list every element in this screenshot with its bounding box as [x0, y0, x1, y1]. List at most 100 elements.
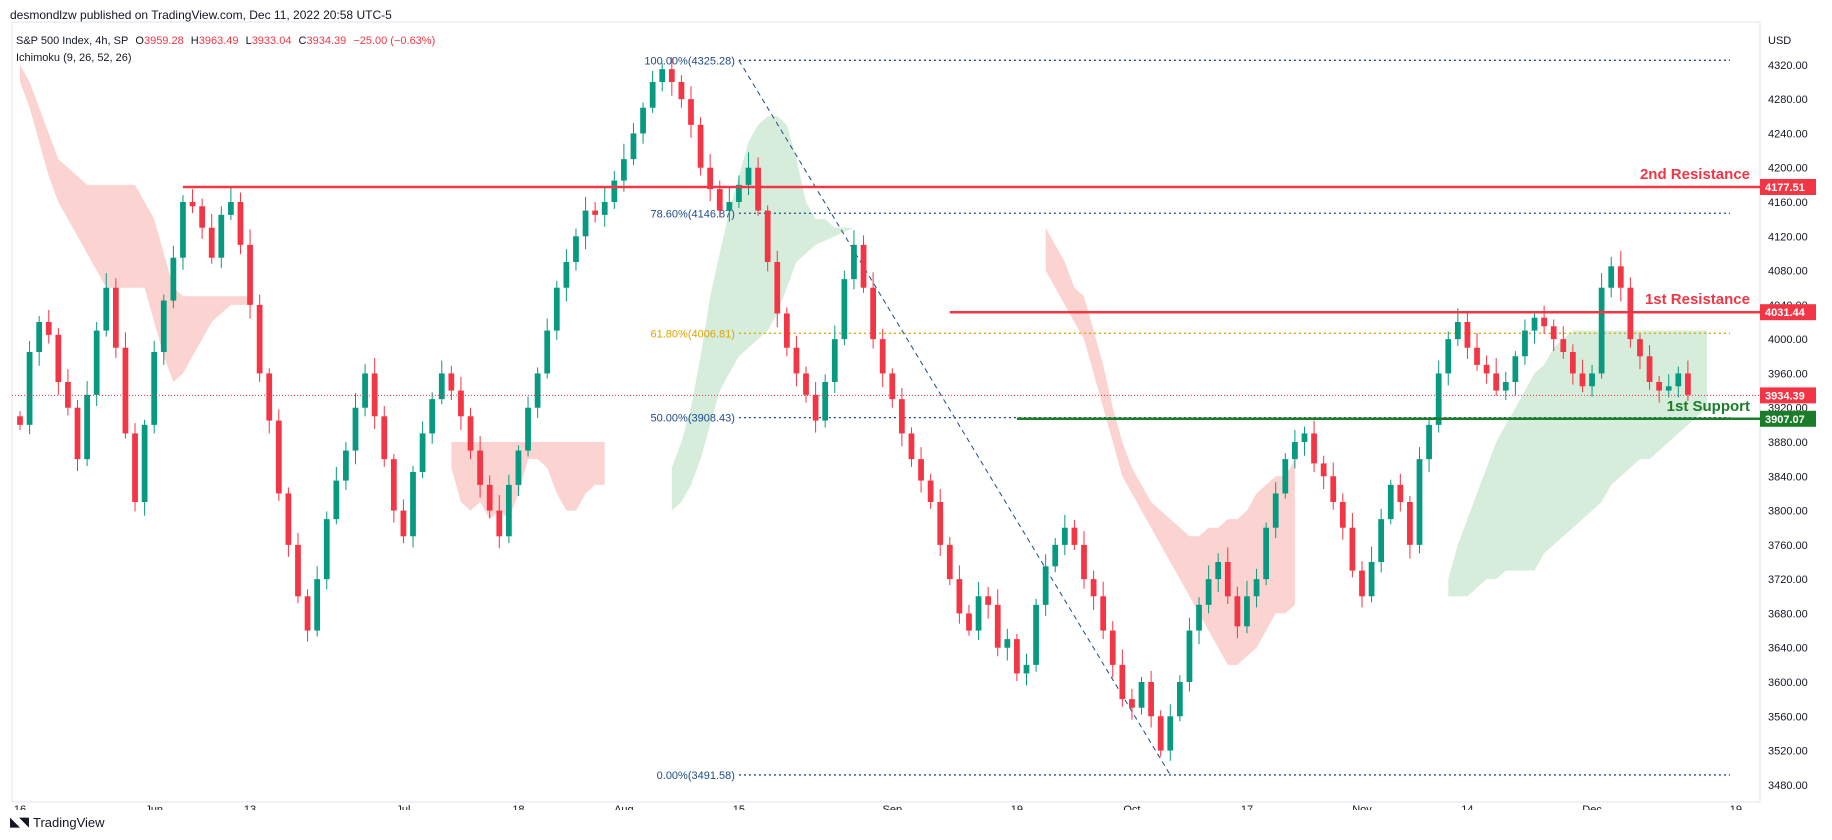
candle-body	[1263, 527, 1270, 580]
candle-body	[1129, 699, 1135, 708]
x-tick-label: Aug	[614, 804, 634, 810]
candle-body	[141, 424, 148, 502]
candle-body	[438, 373, 445, 400]
candle	[1167, 704, 1174, 761]
candle-body	[199, 206, 206, 228]
candle-body	[1541, 317, 1547, 327]
candle-body	[726, 202, 733, 211]
candle-body	[1550, 326, 1557, 340]
y-tick-label: 4080.00	[1768, 266, 1808, 278]
candle	[774, 250, 781, 328]
candle	[1464, 313, 1471, 359]
candle	[1023, 653, 1030, 686]
candle	[1272, 482, 1279, 538]
candle-body	[103, 287, 110, 331]
candle	[295, 532, 301, 604]
candle	[285, 487, 292, 557]
candle-body	[764, 210, 771, 262]
plot-border	[11, 21, 1761, 803]
candle	[1234, 586, 1241, 639]
fibonacci-retracement: 100.00%(4325.28) 78.60%(4146.87) 61.80%(40…	[644, 55, 1730, 782]
last-price-tag	[1760, 387, 1816, 404]
candle-body	[1023, 664, 1030, 674]
level-price-tag-label: 4031.44	[1765, 307, 1806, 319]
candle-body	[946, 544, 953, 580]
y-tick-label: 4000.00	[1768, 334, 1808, 346]
candle-body	[1167, 716, 1174, 751]
bullish-cloud	[1448, 330, 1708, 597]
candle	[1416, 447, 1423, 554]
candle	[84, 381, 90, 466]
price-axis[interactable]: USD 3480.00 3520.00 3560.00 3600.00 3640.00 36…	[1760, 35, 1816, 792]
candle	[870, 272, 876, 349]
candle-body	[534, 373, 541, 408]
candle-body	[295, 544, 301, 597]
candle	[1215, 553, 1222, 592]
candle	[649, 70, 656, 113]
price-chart[interactable]: 100.00%(4325.28) 78.60%(4146.87) 61.80%(40…	[0, 0, 1832, 810]
candle-body	[707, 167, 714, 190]
fib-level-label: 0.00%(3491.58)	[657, 770, 735, 782]
candle	[333, 466, 340, 525]
candle-body	[515, 450, 522, 485]
candle	[764, 205, 771, 272]
level-name: 1st Resistance	[1645, 291, 1750, 308]
candle-body	[1407, 502, 1413, 545]
ichimoku-cloud	[20, 64, 1708, 665]
candle-body	[697, 124, 704, 168]
candle	[1646, 345, 1653, 390]
candle-body	[477, 450, 483, 485]
level-price-tag-label: 4177.51	[1765, 182, 1805, 194]
candle-body	[1081, 544, 1087, 580]
candle	[1502, 371, 1509, 400]
candle	[419, 421, 426, 478]
candle	[783, 307, 790, 357]
candle	[736, 175, 742, 208]
candle	[582, 196, 589, 250]
candle	[26, 340, 33, 435]
candle	[822, 374, 829, 428]
candle-body	[237, 202, 244, 245]
candle	[486, 475, 493, 519]
candle	[592, 202, 599, 223]
candle-body	[429, 399, 436, 434]
candle	[879, 328, 886, 388]
candle	[678, 75, 685, 108]
candle-body	[994, 604, 1001, 648]
candle	[1445, 331, 1452, 386]
candle-body	[323, 519, 330, 580]
candle-body	[1675, 373, 1682, 387]
candle	[122, 332, 129, 439]
candle	[1387, 479, 1394, 525]
bearish-cloud	[20, 64, 251, 383]
candle	[1176, 675, 1183, 722]
candle-body	[208, 227, 215, 258]
time-axis[interactable]: 16 Jun 13 Jul 18 Aug 15 Sep 19 Oct 17 Nov 14 Dec 19	[14, 804, 1742, 810]
candle	[1483, 355, 1490, 384]
candle	[1665, 374, 1672, 398]
candle-body	[160, 300, 167, 352]
high-value: H3963.49	[191, 35, 239, 47]
candle-body	[937, 502, 944, 545]
candle-body	[1339, 502, 1346, 528]
candle-body	[26, 352, 33, 425]
candle	[1311, 420, 1317, 472]
candle-body	[419, 433, 426, 472]
candle-body	[927, 480, 934, 502]
y-tick-label: 4200.00	[1768, 163, 1808, 175]
candle	[45, 310, 52, 344]
candle-body	[1416, 459, 1423, 545]
high-number: 3963.49	[198, 35, 239, 47]
indicator-row: Ichimoku (9, 26, 52, 26)	[16, 50, 439, 67]
tradingview-logo[interactable]: ◣◥ TradingView	[10, 814, 105, 830]
candle-body	[649, 82, 656, 108]
candle-body	[352, 407, 359, 451]
candle-body	[956, 579, 963, 614]
candle	[410, 466, 416, 548]
candle-body	[228, 202, 234, 215]
candle-body	[55, 334, 62, 382]
candle-body	[84, 394, 90, 460]
candle	[621, 143, 627, 192]
y-tick-label: 3760.00	[1768, 540, 1808, 552]
candle	[65, 369, 71, 416]
